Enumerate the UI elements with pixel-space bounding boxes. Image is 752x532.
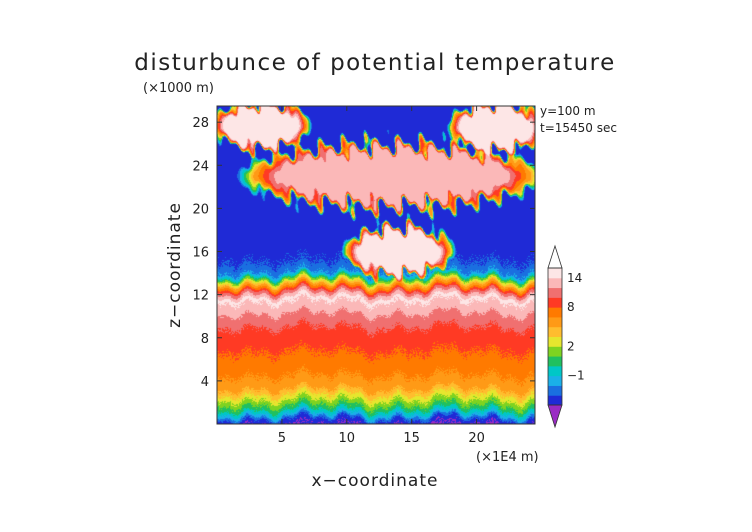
- y-tick-label: 4: [201, 375, 209, 390]
- x-tick-label: 5: [278, 431, 286, 446]
- x-tick-label: 10: [339, 431, 356, 446]
- y-tick-label: 12: [192, 289, 209, 304]
- colorbar-bin: [548, 316, 562, 328]
- plot-frame: [216, 105, 536, 425]
- chart-title: disturbunce of potential temperature: [134, 50, 616, 76]
- heatmap-plot-area: [217, 106, 535, 424]
- colorbar-bin: [548, 307, 562, 318]
- x-axis: 5 10 15 20: [278, 106, 485, 446]
- y-tick-label: 20: [192, 202, 209, 217]
- annotation-line: y=100 m: [540, 104, 596, 118]
- colorbar-tick-label: 14: [567, 271, 582, 285]
- colorbar-bin: [548, 346, 562, 357]
- colorbar-min-extension: [547, 404, 563, 429]
- y-tick-label: 28: [192, 116, 209, 131]
- colorbar-bin: [548, 287, 562, 298]
- colorbar: −1 2 8 14: [547, 244, 585, 429]
- colorbar-bin: [548, 365, 562, 377]
- y-axis-label: z−coordinate: [165, 202, 185, 328]
- y-axis: 4 8 12 16 20 24 28: [192, 116, 535, 390]
- colorbar-tick-label: 8: [567, 300, 575, 314]
- colorbar-max-extension: [547, 244, 563, 269]
- y-tick-label: 8: [201, 332, 209, 347]
- colorbar-bin: [548, 395, 562, 406]
- x-unit-label: (×1E4 m): [476, 450, 539, 465]
- x-tick-label: 15: [403, 431, 420, 446]
- y-tick-label: 24: [192, 159, 209, 174]
- annotation: y=100 m t=15450 sec: [540, 104, 617, 135]
- annotation-line: t=15450 sec: [540, 121, 617, 135]
- x-axis-label: x−coordinate: [312, 471, 439, 491]
- colorbar-bin: [548, 375, 562, 386]
- colorbar-frame: [547, 267, 563, 406]
- heatmap-field: [217, 106, 535, 424]
- x-tick-label: 20: [468, 431, 485, 446]
- colorbar-bin: [548, 268, 562, 279]
- colorbar-bin: [548, 336, 562, 347]
- y-unit-label: (×1000 m): [143, 81, 214, 96]
- colorbar-tick-label: −1: [567, 369, 585, 383]
- colorbar-bin: [548, 297, 562, 308]
- colorbar-bin: [548, 326, 562, 337]
- colorbar-bin: [548, 385, 562, 396]
- y-tick-label: 16: [192, 246, 209, 261]
- colorbar-bin: [548, 356, 562, 367]
- colorbar-tick-label: 2: [567, 339, 575, 353]
- colorbar-bin: [548, 277, 562, 289]
